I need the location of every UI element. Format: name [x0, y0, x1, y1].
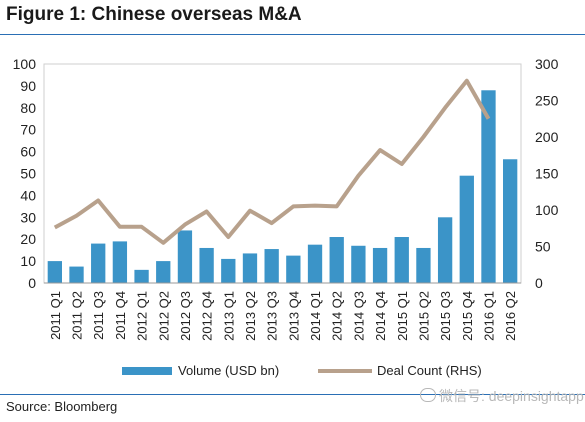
bar	[112, 241, 128, 283]
x-tick-label: 2011 Q3	[91, 291, 106, 340]
y-tick-label: 50	[20, 166, 36, 182]
footer-divider	[0, 394, 585, 395]
x-tick-label: 2015 Q1	[395, 291, 410, 341]
x-tick-label: 2014 Q3	[351, 291, 366, 341]
x-tick-label: 2012 Q4	[200, 291, 215, 341]
y-tick-label: 100	[13, 56, 37, 72]
title-divider	[0, 34, 585, 35]
bar	[286, 255, 301, 283]
y-tick-label: 10	[20, 253, 36, 269]
bar	[91, 243, 106, 283]
legend-bar-swatch	[122, 367, 172, 375]
bar	[503, 159, 518, 283]
y2-tick-label: 200	[535, 129, 559, 145]
bar	[351, 245, 366, 283]
bar	[307, 244, 323, 283]
y2-tick-label: 0	[535, 275, 543, 291]
y-tick-label: 20	[20, 231, 36, 247]
x-tick-label: 2011 Q1	[48, 291, 63, 340]
x-tick-label: 2015 Q2	[416, 291, 431, 341]
bar	[264, 249, 279, 283]
x-tick-label: 2015 Q3	[438, 291, 453, 341]
x-tick-label: 2012 Q3	[178, 291, 193, 341]
y-tick-label: 0	[28, 275, 36, 291]
x-tick-label: 2016 Q1	[482, 291, 497, 341]
bar	[221, 258, 236, 283]
plot-area: 0 10 20 30 40 50 60 70 80 90 100 0 50 100 150 200 250 300…	[13, 56, 559, 341]
y2-tick-label: 150	[535, 166, 559, 182]
x-tick-label: 2016 Q2	[503, 291, 518, 341]
figure-title: Figure 1: Chinese overseas M&A	[6, 4, 302, 25]
legend-line-label: Deal Count (RHS)	[377, 363, 482, 378]
source-note: Source: Bloomberg	[6, 399, 118, 414]
x-tick-label: 2014 Q4	[373, 291, 388, 341]
watermark-text: 微信号: deepinsightapp	[439, 388, 584, 404]
bar	[177, 230, 193, 283]
bar	[459, 175, 474, 283]
x-tick-label: 2013 Q3	[265, 291, 280, 341]
y-tick-label: 30	[20, 209, 36, 225]
x-tick-label: 2015 Q4	[460, 291, 475, 341]
watermark: 微信号: deepinsightapp	[420, 386, 584, 406]
x-tick-label: 2013 Q4	[286, 291, 301, 341]
y-tick-label: 80	[20, 100, 36, 116]
bar	[329, 237, 344, 283]
y-tick-label: 70	[20, 122, 36, 138]
y-tick-label: 40	[20, 187, 36, 203]
bar	[47, 261, 62, 283]
y2-tick-label: 50	[535, 239, 551, 255]
legend: Volume (USD bn) Deal Count (RHS)	[122, 363, 482, 378]
bar	[372, 247, 388, 283]
y2-tick-label: 300	[535, 56, 559, 72]
bar	[156, 261, 171, 283]
bar	[199, 247, 214, 283]
deal-count-line	[53, 78, 491, 245]
x-tick-label: 2011 Q4	[113, 291, 128, 340]
x-tick-label: 2012 Q1	[135, 291, 150, 341]
x-tick-label: 2014 Q1	[308, 291, 323, 341]
y-tick-label: 90	[20, 78, 36, 94]
bar	[394, 237, 409, 283]
legend-bar-label: Volume (USD bn)	[178, 363, 279, 378]
bar	[481, 90, 496, 283]
bar	[416, 247, 431, 283]
y2-tick-label: 250	[535, 93, 559, 109]
bar	[437, 217, 453, 283]
x-tick-label: 2013 Q2	[243, 291, 258, 341]
x-tick-label: 2012 Q2	[156, 291, 171, 341]
y-tick-label: 60	[20, 144, 36, 160]
bar	[134, 269, 149, 283]
bar	[242, 253, 258, 283]
y2-tick-label: 100	[535, 202, 559, 218]
bar	[69, 266, 84, 283]
x-tick-label: 2013 Q1	[221, 291, 236, 341]
x-tick-label: 2011 Q2	[70, 291, 85, 340]
wechat-icon	[420, 388, 436, 402]
x-tick-label: 2014 Q2	[330, 291, 345, 341]
